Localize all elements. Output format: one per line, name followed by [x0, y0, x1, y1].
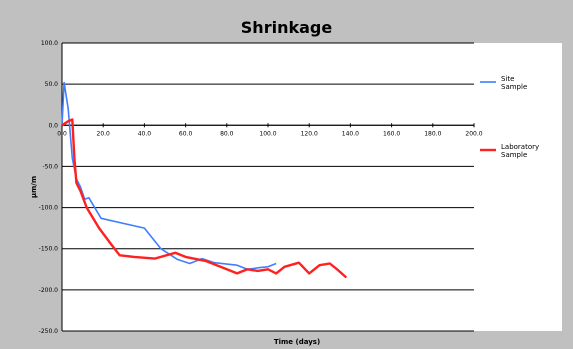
x-tick-label: 160.0 — [383, 130, 400, 137]
x-axis-title: Time (days) — [274, 338, 320, 346]
legend-box — [474, 43, 562, 331]
x-tick-label: 200.0 — [465, 130, 482, 137]
x-tick-label: 80.0 — [220, 130, 234, 137]
legend-label: Laboratory Sample — [501, 143, 539, 159]
y-tick-label: -100.0 — [39, 205, 59, 212]
series-lines — [61, 81, 348, 279]
legend-label-line: Sample — [501, 83, 527, 91]
x-tick-label: 0.0 — [57, 130, 67, 137]
y-tick-label: 100.0 — [41, 40, 58, 47]
x-tick-label: 40.0 — [138, 130, 152, 137]
axes — [61, 43, 475, 331]
chart-title: Shrinkage — [240, 18, 333, 37]
y-tick-label: 0.0 — [48, 122, 58, 129]
y-tick-label: -150.0 — [39, 246, 59, 253]
y-tick-label: 50.0 — [45, 81, 59, 88]
tick-labels: 100.0 50.0 0.0 -50.0 -100.0 -150.0 -200.0 -250.… — [39, 40, 483, 335]
x-tick-label: 20.0 — [97, 130, 111, 137]
x-tick-label: 140.0 — [342, 130, 359, 137]
y-tick-label: -250.0 — [39, 328, 59, 335]
series-line-site-sample — [61, 81, 277, 271]
y-tick-label: -200.0 — [39, 287, 59, 294]
x-tick-label: 180.0 — [424, 130, 441, 137]
y-tick-label: -50.0 — [42, 163, 58, 170]
legend-label-line: Laboratory — [501, 143, 539, 151]
grid-lines — [62, 42, 474, 332]
x-tick-label: 100.0 — [259, 130, 276, 137]
x-tick-label: 120.0 — [301, 130, 318, 137]
x-tick-label: 60.0 — [179, 130, 193, 137]
y-axis-title: µm/m — [30, 176, 38, 198]
legend-label: Site Sample — [501, 75, 527, 91]
plot-area — [62, 43, 474, 331]
legend-label-line: Sample — [501, 151, 527, 159]
series-line-laboratory-sample — [61, 118, 348, 279]
legend-label-line: Site — [501, 75, 514, 83]
